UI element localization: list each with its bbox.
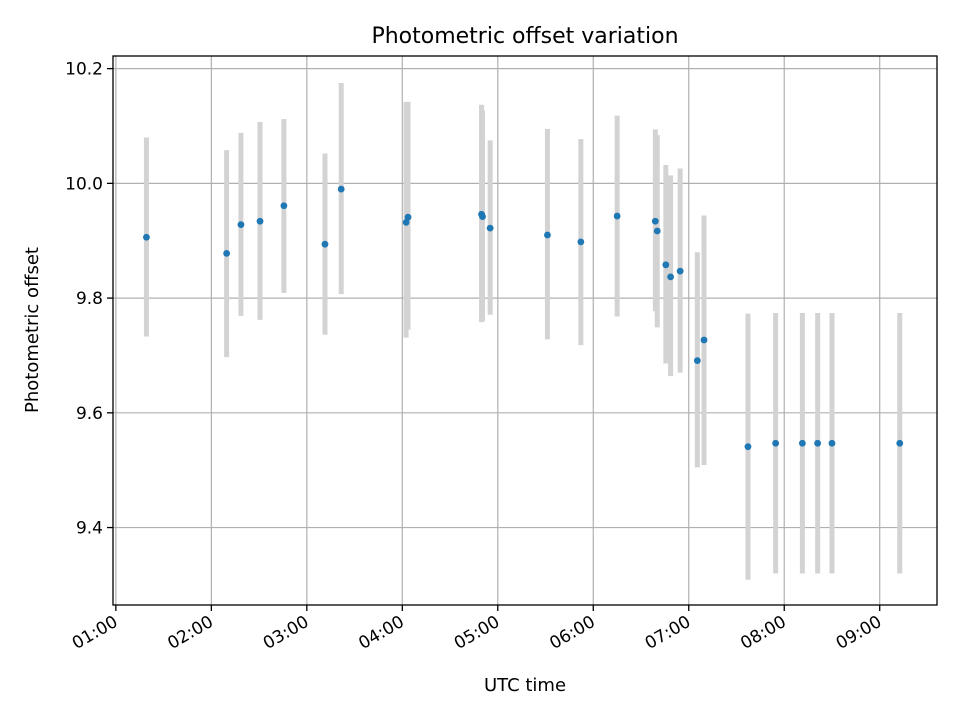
data-point <box>402 218 410 226</box>
data-point <box>693 357 701 365</box>
data-point <box>651 217 659 225</box>
x-tick-label: 04:00 <box>355 612 407 654</box>
x-tick-label: 08:00 <box>737 612 789 654</box>
y-tick-label: 9.4 <box>76 519 103 539</box>
grid-layer <box>113 56 937 605</box>
data-point <box>896 439 904 447</box>
chart-title: Photometric offset variation <box>371 24 678 49</box>
data-point <box>321 240 329 248</box>
data-point <box>486 224 494 232</box>
x-tick-label: 06:00 <box>546 612 598 654</box>
data-point <box>744 443 752 451</box>
data-point <box>256 217 264 225</box>
y-tick-label: 10.0 <box>65 174 103 194</box>
data-point <box>798 439 806 447</box>
data-point <box>280 202 288 210</box>
errorbar-layer <box>143 82 903 580</box>
tick-layer: 01:00 02:00 03:00 04:00 05:00 06:00 07:00 08:00… <box>65 60 885 654</box>
data-point <box>662 261 670 269</box>
data-point <box>223 249 231 257</box>
data-point <box>828 439 836 447</box>
x-tick-label: 02:00 <box>164 612 216 654</box>
x-tick-label: 07:00 <box>642 612 694 654</box>
data-point <box>814 439 822 447</box>
data-point <box>479 213 486 221</box>
data-point <box>700 336 708 344</box>
data-point <box>237 221 245 229</box>
data-point <box>577 238 585 246</box>
x-axis-label: UTC time <box>484 675 566 696</box>
x-tick-label: 05:00 <box>451 612 503 654</box>
data-point <box>613 212 621 220</box>
data-point <box>143 233 150 241</box>
y-tick-label: 9.8 <box>76 289 103 309</box>
point-layer <box>143 185 904 451</box>
plot-frame <box>112 55 938 606</box>
data-point <box>653 227 661 235</box>
y-axis-label: Photometric offset <box>22 247 43 413</box>
data-point <box>676 267 684 275</box>
data-point <box>337 185 345 193</box>
data-point <box>772 439 780 447</box>
data-point <box>404 213 412 221</box>
y-tick-label: 9.6 <box>76 404 103 424</box>
data-point <box>667 273 675 281</box>
x-tick-label: 09:00 <box>833 612 885 654</box>
x-tick-label: 01:00 <box>69 612 121 654</box>
x-tick-label: 03:00 <box>260 612 312 654</box>
data-point <box>544 231 551 239</box>
y-tick-label: 10.2 <box>65 60 103 80</box>
